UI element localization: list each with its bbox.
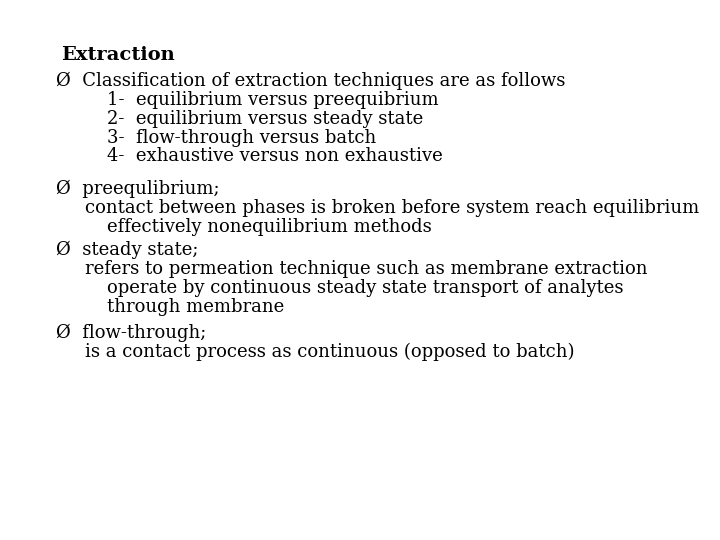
Text: 3-  flow-through versus batch: 3- flow-through versus batch: [107, 129, 376, 146]
Text: 1-  equilibrium versus preequibrium: 1- equilibrium versus preequibrium: [107, 91, 438, 109]
Text: 4-  exhaustive versus non exhaustive: 4- exhaustive versus non exhaustive: [107, 147, 442, 165]
Text: Ø  Classification of extraction techniques are as follows: Ø Classification of extraction technique…: [56, 71, 565, 90]
Text: operate by continuous steady state transport of analytes: operate by continuous steady state trans…: [107, 279, 623, 296]
Text: through membrane: through membrane: [107, 298, 284, 315]
Text: Ø  steady state;: Ø steady state;: [56, 241, 199, 259]
Text: contact between phases is broken before system reach equilibrium: contact between phases is broken before …: [85, 199, 699, 217]
Text: Ø  flow-through;: Ø flow-through;: [56, 324, 207, 342]
Text: is a contact process as continuous (opposed to batch): is a contact process as continuous (oppo…: [85, 343, 575, 361]
Text: Extraction: Extraction: [61, 46, 175, 64]
Text: refers to permeation technique such as membrane extraction: refers to permeation technique such as m…: [85, 260, 647, 278]
Text: Ø  preequlibrium;: Ø preequlibrium;: [56, 180, 220, 198]
Text: 2-  equilibrium versus steady state: 2- equilibrium versus steady state: [107, 110, 423, 127]
Text: effectively nonequilibrium methods: effectively nonequilibrium methods: [107, 218, 431, 235]
